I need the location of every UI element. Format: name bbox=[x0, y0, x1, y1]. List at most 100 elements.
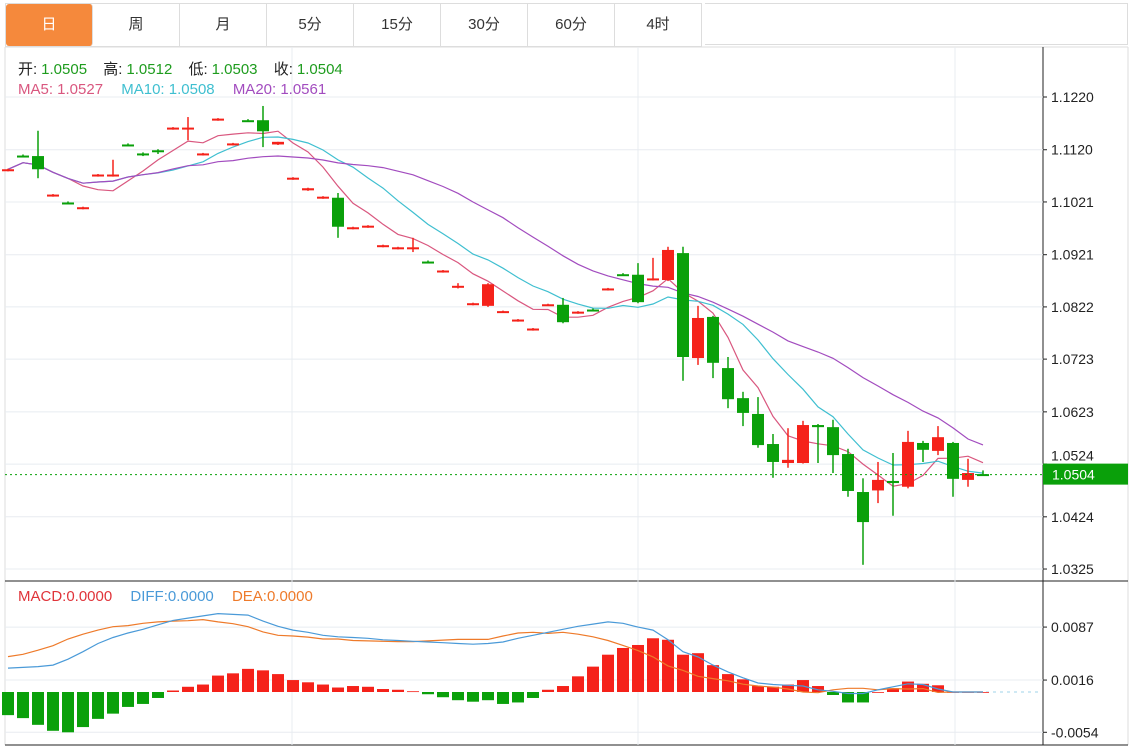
macd-bar bbox=[92, 692, 104, 719]
candle-body bbox=[272, 141, 284, 145]
candle bbox=[227, 142, 239, 146]
tab-7[interactable]: 4时 bbox=[615, 4, 702, 46]
macd-bar bbox=[482, 692, 494, 701]
period-tabs: 日周月 5分 15分 30分 60分 4时 bbox=[5, 3, 702, 47]
price-tick-label: 1.0623 bbox=[1051, 404, 1094, 420]
candle bbox=[872, 461, 884, 504]
macd-bar bbox=[842, 692, 854, 703]
macd-bar bbox=[227, 673, 239, 692]
candle-body bbox=[587, 309, 599, 312]
close-label: 收: bbox=[273, 61, 293, 78]
macd-tick-label: 0.0016 bbox=[1051, 672, 1094, 688]
tab-2[interactable]: 月 bbox=[180, 4, 267, 46]
candle bbox=[272, 141, 284, 145]
macd-legend: MACD:0.0000 DIFF:0.0000 DEA:0.0000 bbox=[18, 588, 317, 605]
candle bbox=[332, 192, 344, 238]
candle bbox=[962, 458, 974, 487]
macd-bar bbox=[872, 692, 884, 693]
candle bbox=[452, 283, 464, 289]
price-tick-label: 1.1021 bbox=[1051, 194, 1094, 210]
candle bbox=[842, 448, 854, 497]
candle-body bbox=[167, 127, 179, 130]
candle bbox=[587, 308, 599, 312]
candle bbox=[917, 440, 929, 462]
candle bbox=[977, 470, 989, 477]
candle-body bbox=[662, 249, 674, 281]
high-label: 高: bbox=[103, 61, 123, 78]
tab-5[interactable]: 30分 bbox=[441, 4, 528, 46]
price-tick-label: 1.1120 bbox=[1051, 142, 1093, 158]
macd-bar bbox=[587, 666, 599, 692]
candle bbox=[677, 246, 689, 381]
macd-bar bbox=[317, 684, 329, 692]
candle-body bbox=[77, 207, 89, 210]
candle bbox=[767, 434, 779, 478]
candle-body bbox=[437, 270, 449, 273]
candle bbox=[17, 154, 29, 158]
candle-body bbox=[317, 196, 329, 199]
macd-bar bbox=[692, 653, 704, 692]
macd-bar bbox=[767, 686, 779, 692]
candle-body bbox=[32, 156, 44, 170]
candle-body bbox=[347, 227, 359, 230]
macd-bar bbox=[32, 692, 44, 725]
candle bbox=[647, 257, 659, 281]
macd-tick-label: -0.0054 bbox=[1051, 724, 1099, 740]
candle bbox=[497, 310, 509, 314]
macd-bar bbox=[62, 692, 74, 733]
candle-body bbox=[932, 437, 944, 451]
candle bbox=[437, 269, 449, 273]
open-label: 开: bbox=[18, 61, 38, 78]
macd-bar bbox=[272, 674, 284, 692]
candle bbox=[257, 105, 269, 148]
candle bbox=[377, 244, 389, 248]
macd-bar bbox=[17, 692, 29, 719]
macd-bar bbox=[812, 686, 824, 692]
tab-3[interactable]: 5分 bbox=[267, 4, 354, 46]
tab-0[interactable]: 日 bbox=[6, 4, 93, 46]
candle-body bbox=[287, 177, 299, 180]
ma10-legend: MA10: 1.0508 bbox=[121, 81, 215, 98]
candle-body bbox=[962, 473, 974, 480]
candle-body bbox=[797, 425, 809, 464]
candle bbox=[812, 423, 824, 464]
macd-bar bbox=[2, 692, 14, 716]
macd-bar bbox=[347, 686, 359, 692]
candle bbox=[467, 302, 479, 306]
macd-bar bbox=[602, 654, 614, 692]
macd-bar bbox=[452, 692, 464, 701]
tab-4[interactable]: 15分 bbox=[354, 4, 441, 46]
macd-bar bbox=[332, 687, 344, 692]
candle bbox=[422, 260, 434, 264]
candle bbox=[482, 283, 494, 307]
candle bbox=[287, 177, 299, 180]
candle bbox=[167, 127, 179, 130]
candle bbox=[572, 311, 584, 314]
macd-bar bbox=[542, 689, 554, 692]
tab-1[interactable]: 周 bbox=[93, 4, 180, 46]
diff-legend-value: DIFF:0.0000 bbox=[130, 588, 214, 605]
candle bbox=[407, 237, 419, 253]
ma5-legend: MA5: 1.0527 bbox=[18, 81, 104, 98]
candle bbox=[392, 246, 404, 250]
macd-bar bbox=[392, 689, 404, 692]
price-tick-label: 1.0921 bbox=[1051, 247, 1094, 263]
price-tick-label: 1.0822 bbox=[1051, 299, 1094, 315]
candle bbox=[77, 206, 89, 210]
candle bbox=[242, 119, 254, 123]
candle-body bbox=[362, 225, 374, 228]
macd-bar bbox=[572, 676, 584, 692]
macd-bar bbox=[467, 692, 479, 702]
candle-body bbox=[212, 118, 224, 121]
price-tick-label: 1.0325 bbox=[1051, 561, 1094, 577]
macd-bar bbox=[152, 692, 164, 698]
price-tick-label: 1.0723 bbox=[1051, 351, 1094, 367]
candle-body bbox=[407, 247, 419, 250]
candle-body bbox=[152, 150, 164, 153]
low-value: 1.0503 bbox=[211, 61, 258, 78]
tab-6[interactable]: 60分 bbox=[528, 4, 615, 46]
candle bbox=[737, 391, 749, 427]
candle-body bbox=[707, 316, 719, 363]
macd-bar bbox=[257, 670, 269, 692]
